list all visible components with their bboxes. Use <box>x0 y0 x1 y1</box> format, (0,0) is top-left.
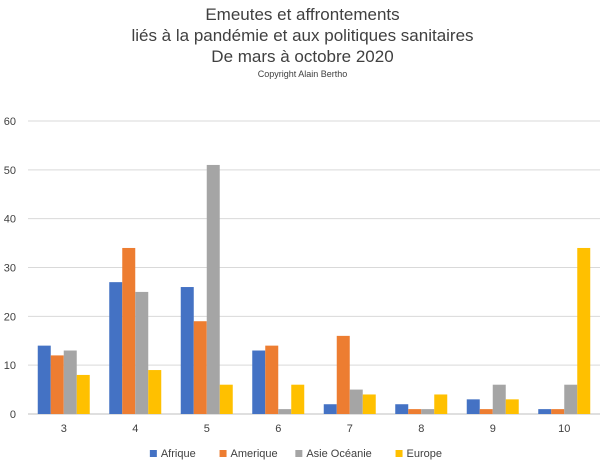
bar-amerique-8 <box>408 409 422 414</box>
legend-label: Europe <box>407 448 442 460</box>
chart-subtitle: Copyright Alain Bertho <box>257 69 348 79</box>
legend-label: Afrique <box>161 448 196 460</box>
x-tick-label: 7 <box>347 423 353 435</box>
bar-amerique-9 <box>479 409 493 414</box>
chart-title-line-3: De mars à octobre 2020 <box>211 47 394 66</box>
legend: Afrique Amerique Asie Océanie Europe <box>149 448 442 460</box>
chart-title-line-1: Emeutes et affrontements <box>205 5 400 24</box>
bar-europe-6 <box>291 384 305 414</box>
bar-amerique-3 <box>50 355 64 414</box>
y-tick-label: 40 <box>4 214 16 226</box>
chart-title-block: Emeutes et affrontements liés à la pandé… <box>0 4 605 80</box>
bar-asie-océanie-5 <box>206 164 220 414</box>
legend-swatch-amerique <box>219 450 227 457</box>
bar-europe-10 <box>577 247 591 414</box>
bar-amerique-10 <box>551 409 565 414</box>
y-axis: 0 10 20 30 40 50 60 <box>4 116 16 421</box>
x-tick-label: 5 <box>204 423 210 435</box>
chart-title-line-2: liés à la pandémie et aux politiques san… <box>131 26 474 45</box>
legend-label: Asie Océanie <box>306 448 371 460</box>
y-tick-label: 10 <box>4 360 16 372</box>
bar-europe-4 <box>148 370 162 414</box>
y-tick-label: 0 <box>10 409 16 421</box>
bar-asie-océanie-8 <box>421 409 435 414</box>
bar-afrique-7 <box>323 404 337 414</box>
bar-europe-3 <box>76 374 90 414</box>
x-axis: 3 4 5 6 7 8 9 10 <box>61 423 571 435</box>
bar-afrique-9 <box>466 399 480 414</box>
bar-europe-7 <box>362 394 376 414</box>
bar-afrique-10 <box>538 409 552 414</box>
bar-amerique-5 <box>193 321 207 414</box>
y-tick-label: 50 <box>4 165 16 177</box>
bar-asie-océanie-3 <box>63 350 77 414</box>
bar-amerique-6 <box>265 345 279 414</box>
x-tick-label: 4 <box>132 423 138 435</box>
legend-swatch-europe <box>395 450 403 457</box>
bars <box>37 164 591 414</box>
legend-swatch-afrique <box>149 450 157 457</box>
bar-asie-océanie-10 <box>564 384 578 414</box>
legend-swatch-asie-océanie <box>295 450 303 457</box>
bar-amerique-7 <box>336 335 350 414</box>
bar-europe-9 <box>505 399 519 414</box>
bar-asie-océanie-7 <box>349 389 363 414</box>
y-tick-label: 60 <box>4 116 16 128</box>
x-tick-label: 10 <box>558 423 570 435</box>
bar-afrique-6 <box>252 350 266 414</box>
bar-amerique-4 <box>122 247 136 414</box>
bar-afrique-8 <box>395 404 409 414</box>
x-tick-label: 8 <box>418 423 424 435</box>
bar-europe-8 <box>434 394 448 414</box>
y-tick-label: 30 <box>4 263 16 275</box>
x-tick-label: 9 <box>490 423 496 435</box>
bar-asie-océanie-4 <box>135 291 149 414</box>
bar-europe-5 <box>219 384 233 414</box>
bar-asie-océanie-6 <box>278 409 292 414</box>
bar-asie-océanie-9 <box>492 384 506 414</box>
x-tick-label: 3 <box>61 423 67 435</box>
bar-afrique-3 <box>37 345 51 414</box>
legend-label: Amerique <box>231 448 278 460</box>
bar-afrique-5 <box>180 287 194 414</box>
x-tick-label: 6 <box>275 423 281 435</box>
y-tick-label: 20 <box>4 311 16 323</box>
bar-afrique-4 <box>109 282 123 414</box>
